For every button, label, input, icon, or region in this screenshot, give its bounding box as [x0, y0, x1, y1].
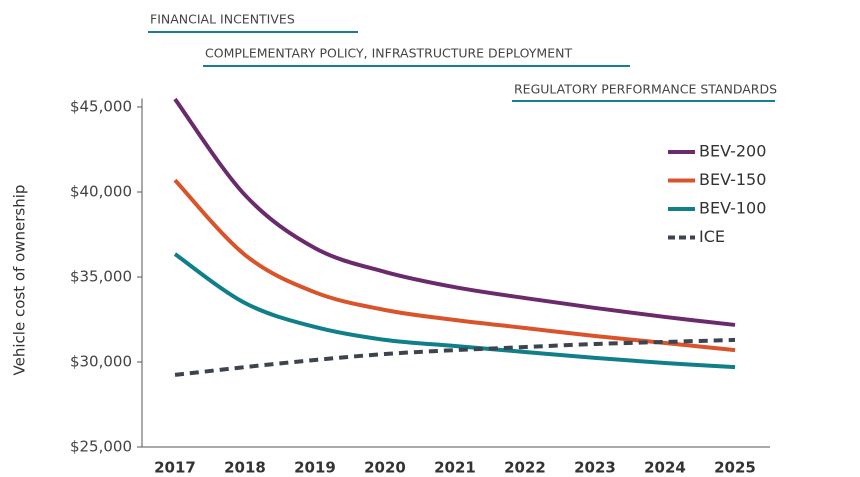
series-line — [173, 97, 736, 327]
legend-label: ICE — [699, 227, 725, 246]
series-line — [174, 337, 736, 377]
annotation: REGULATORY PERFORMANCE STANDARDS — [514, 82, 777, 97]
x-tick-label: 2018 — [224, 459, 266, 477]
annotation: COMPLEMENTARY POLICY, INFRASTRUCTURE DEP… — [205, 46, 572, 61]
legend-label: BEV-200 — [699, 142, 766, 161]
y-tick-label: $25,000 — [70, 438, 132, 456]
series-line — [173, 252, 736, 370]
x-tick-label: 2019 — [294, 459, 336, 477]
legend-label: BEV-150 — [699, 170, 766, 189]
legend-label: BEV-100 — [699, 199, 766, 218]
x-tick-label: 2022 — [504, 459, 546, 477]
x-tick-label: 2017 — [154, 459, 196, 477]
series-line — [173, 178, 736, 353]
x-tick-label: 2024 — [644, 459, 686, 477]
y-tick-label: $40,000 — [70, 183, 132, 201]
y-tick-label: $35,000 — [70, 268, 132, 286]
y-tick-label: $45,000 — [70, 98, 132, 116]
x-tick-label: 2020 — [364, 459, 406, 477]
x-tick-label: 2025 — [714, 459, 756, 477]
x-tick-label: 2023 — [574, 459, 616, 477]
y-tick-label: $30,000 — [70, 353, 132, 371]
annotation: FINANCIAL INCENTIVES — [150, 12, 295, 27]
y-axis-label: Vehicle cost of ownership — [11, 185, 29, 376]
x-tick-label: 2021 — [434, 459, 476, 477]
